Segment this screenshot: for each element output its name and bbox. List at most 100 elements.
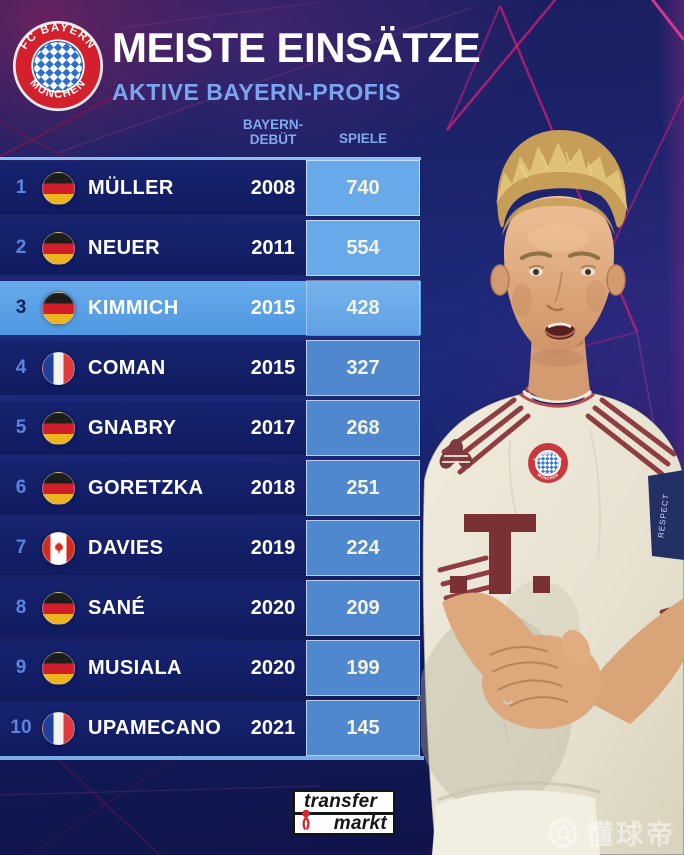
table-row: 3 KIMMICH 2015 428 [0, 280, 421, 336]
rank-label: 1 [15, 177, 27, 198]
spiele-cell: 740 [306, 160, 420, 216]
player-name: NEUER [88, 236, 161, 259]
spiele-count: 268 [346, 416, 380, 439]
spiele-count: 428 [346, 296, 380, 319]
spiele-cell: 145 [306, 700, 420, 756]
rank-label: 2 [15, 237, 27, 258]
flag-icon [42, 471, 75, 505]
debut-year: 2018 [250, 476, 296, 499]
rank-label: 5 [15, 417, 27, 438]
watermark-text: 懂球帝 [586, 820, 676, 850]
spiele-cell: 554 [306, 220, 420, 276]
flag-icon [42, 531, 75, 565]
rank-label: 10 [10, 717, 32, 738]
player-name: COMAN [88, 356, 166, 379]
debut-year: 2015 [250, 296, 296, 319]
flag-icon [42, 711, 75, 745]
transfermarkt-logo: transfer markt [292, 789, 396, 836]
face [504, 196, 614, 354]
page-title: MEISTE EINSÄTZE [112, 24, 481, 71]
debut-year: 2011 [251, 236, 295, 259]
spiele-cell: 428 [306, 280, 420, 336]
hair [497, 130, 627, 228]
rank-label: 3 [15, 297, 27, 318]
transfermarkt-mascot-icon [302, 809, 310, 830]
flag-icon [42, 651, 75, 685]
debut-year: 2015 [250, 356, 296, 379]
table-row: 9 MUSIALA 2020 199 [0, 640, 421, 696]
table-row: 7 DAVIES 2019 224 [0, 520, 421, 576]
player-name: UPAMECANO [88, 716, 222, 739]
flag-icon [42, 591, 75, 625]
player-photo: FC BAYERN MÜNCHEN RESPECT [416, 130, 684, 855]
flag-icon [42, 171, 75, 205]
player-name: GNABRY [88, 416, 177, 439]
table-row: 6 GORETZKA 2018 251 [0, 460, 421, 516]
flag-icon [42, 351, 75, 385]
captain-armband: RESPECT [648, 470, 684, 560]
page-subtitle: AKTIVE BAYERN-PROFIS [112, 79, 402, 106]
spiele-cell: 224 [306, 520, 420, 576]
debut-year: 2020 [250, 596, 296, 619]
spiele-cell: 268 [306, 400, 420, 456]
spiele-count: 224 [346, 536, 380, 559]
table-row: 10 UPAMECANO 2021 145 [0, 700, 421, 756]
player-name: DAVIES [88, 536, 164, 559]
debut-header-line2: DEBÜT [249, 132, 297, 147]
flag-icon [42, 411, 75, 445]
flag-icon [42, 231, 75, 265]
spiele-count: 740 [346, 176, 380, 199]
spiele-cell: 209 [306, 580, 420, 636]
spiele-count: 145 [346, 716, 380, 739]
crest-bottom-text: MÜNCHEN [537, 472, 559, 481]
rank-label: 8 [15, 597, 27, 618]
player-name: MÜLLER [88, 176, 174, 199]
bayern-crest-icon: FC BAYERN MÜNCHEN [528, 443, 568, 483]
rank-label: 4 [15, 357, 27, 378]
flag-icon [42, 291, 75, 325]
header: MEISTE EINSÄTZE AKTIVE BAYERN-PROFIS [112, 24, 481, 106]
player-name: SANÉ [88, 596, 146, 619]
football-icon [548, 818, 578, 847]
table-top-border [0, 157, 421, 160]
debut-year: 2019 [250, 536, 296, 559]
player-name: KIMMICH [88, 296, 179, 319]
rank-label: 7 [15, 537, 27, 558]
debut-year: 2017 [250, 416, 296, 439]
table-row: 1 MÜLLER 2008 740 [0, 160, 421, 216]
debut-year: 2008 [250, 176, 296, 199]
hands [442, 592, 684, 729]
maple-leaf-icon [53, 541, 64, 554]
table-row: 4 COMAN 2015 327 [0, 340, 421, 396]
spiele-cell: 251 [306, 460, 420, 516]
trefoil-icon [439, 439, 473, 469]
spiele-count: 554 [346, 236, 380, 259]
telekom-logo [450, 514, 550, 594]
transfermarkt-line2: markt [333, 813, 387, 834]
transfermarkt-line1: transfer [295, 792, 393, 815]
rank-label: 9 [15, 657, 27, 678]
column-header-spiele: SPIELE [338, 131, 387, 146]
watermark: 懂球帝 [547, 813, 676, 852]
spiele-count: 199 [346, 656, 380, 679]
jersey [422, 391, 684, 855]
debut-header-line1: BAYERN- [242, 117, 304, 132]
debut-year: 2020 [250, 656, 296, 679]
debut-year: 2021 [250, 716, 296, 739]
spiele-count: 327 [346, 356, 380, 379]
table-bottom-border [0, 756, 424, 760]
spiele-cell: 327 [306, 340, 420, 396]
table-row: 2 NEUER 2011 554 [0, 220, 421, 276]
spiele-count: 251 [346, 476, 380, 499]
table-row: 8 SANÉ 2020 209 [0, 580, 421, 636]
player-name: MUSIALA [88, 656, 182, 679]
player-name: GORETZKA [88, 476, 204, 499]
table-row: 5 GNABRY 2017 268 [0, 400, 421, 456]
svg-text:MÜNCHEN: MÜNCHEN [537, 472, 560, 481]
column-header-debut: BAYERN- DEBÜT [230, 117, 316, 147]
appearances-table: 1 MÜLLER 2008 740 2 NEUER 2011 554 3 [0, 160, 421, 761]
spiele-count: 209 [346, 596, 380, 619]
bayern-logo: FC BAYERN MÜNCHEN [12, 20, 104, 112]
rank-label: 6 [15, 477, 27, 498]
